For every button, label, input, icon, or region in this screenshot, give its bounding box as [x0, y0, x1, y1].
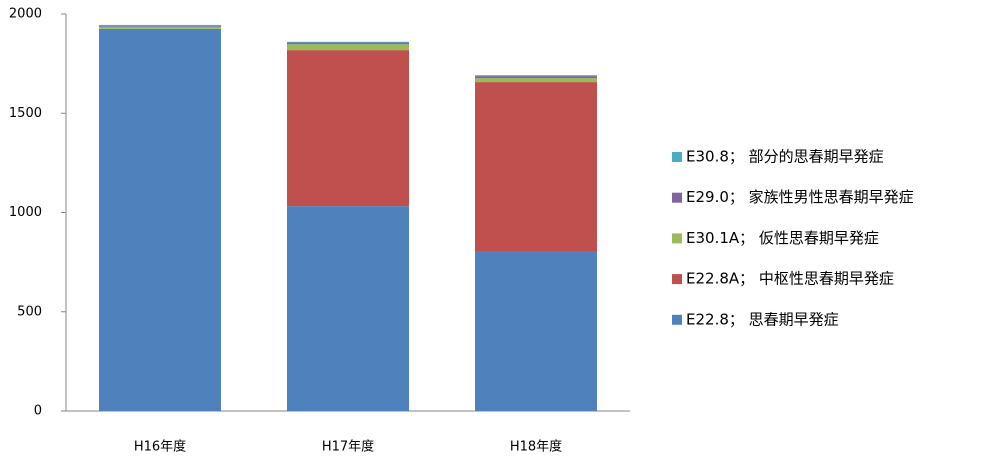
- legend-label: E22.8A； 中枢性思春期早発症: [686, 270, 894, 288]
- legend-swatch: [672, 314, 682, 325]
- y-tick-label: 0: [34, 404, 42, 419]
- bar-segment: [99, 26, 221, 28]
- x-tick-label: H18年度: [510, 439, 562, 455]
- legend-label: E30.1A； 仮性思春期早発症: [686, 229, 879, 247]
- y-tick-label: 1500: [9, 106, 42, 121]
- bar-segment: [475, 76, 597, 79]
- legend-swatch: [672, 274, 682, 285]
- bar-segment: [287, 206, 409, 411]
- bar-segment: [287, 44, 409, 51]
- legend-label: E22.8； 思春期早発症: [686, 310, 839, 328]
- bar-segment: [287, 41, 409, 43]
- bar-segment: [475, 82, 597, 252]
- x-tick-label: H17年度: [322, 439, 374, 455]
- bar-segment: [99, 28, 221, 411]
- bar-segment: [475, 78, 597, 83]
- bar-segment: [287, 42, 409, 45]
- bar-segment: [99, 27, 221, 29]
- legend-label: E29.0； 家族性男性思春期早発症: [686, 188, 914, 206]
- y-tick-label: 2000: [9, 7, 42, 22]
- bar-segment: [99, 24, 221, 27]
- legend-swatch: [672, 233, 682, 244]
- y-tick-label: 500: [17, 304, 42, 319]
- bar-segment: [475, 251, 597, 411]
- bar-segment: [287, 50, 409, 207]
- legend-swatch: [672, 152, 682, 162]
- bar-segment: [475, 75, 597, 77]
- legend-label: E30.8； 部分的思春期早発症: [686, 148, 884, 166]
- legend: E22.8； 思春期早発症 E22.8A； 中枢性思春期早発症 E30.1A； 仮性…: [672, 148, 914, 328]
- y-tick-label: 1000: [9, 205, 42, 220]
- x-tick-label: H16年度: [134, 439, 186, 455]
- legend-swatch: [672, 192, 682, 203]
